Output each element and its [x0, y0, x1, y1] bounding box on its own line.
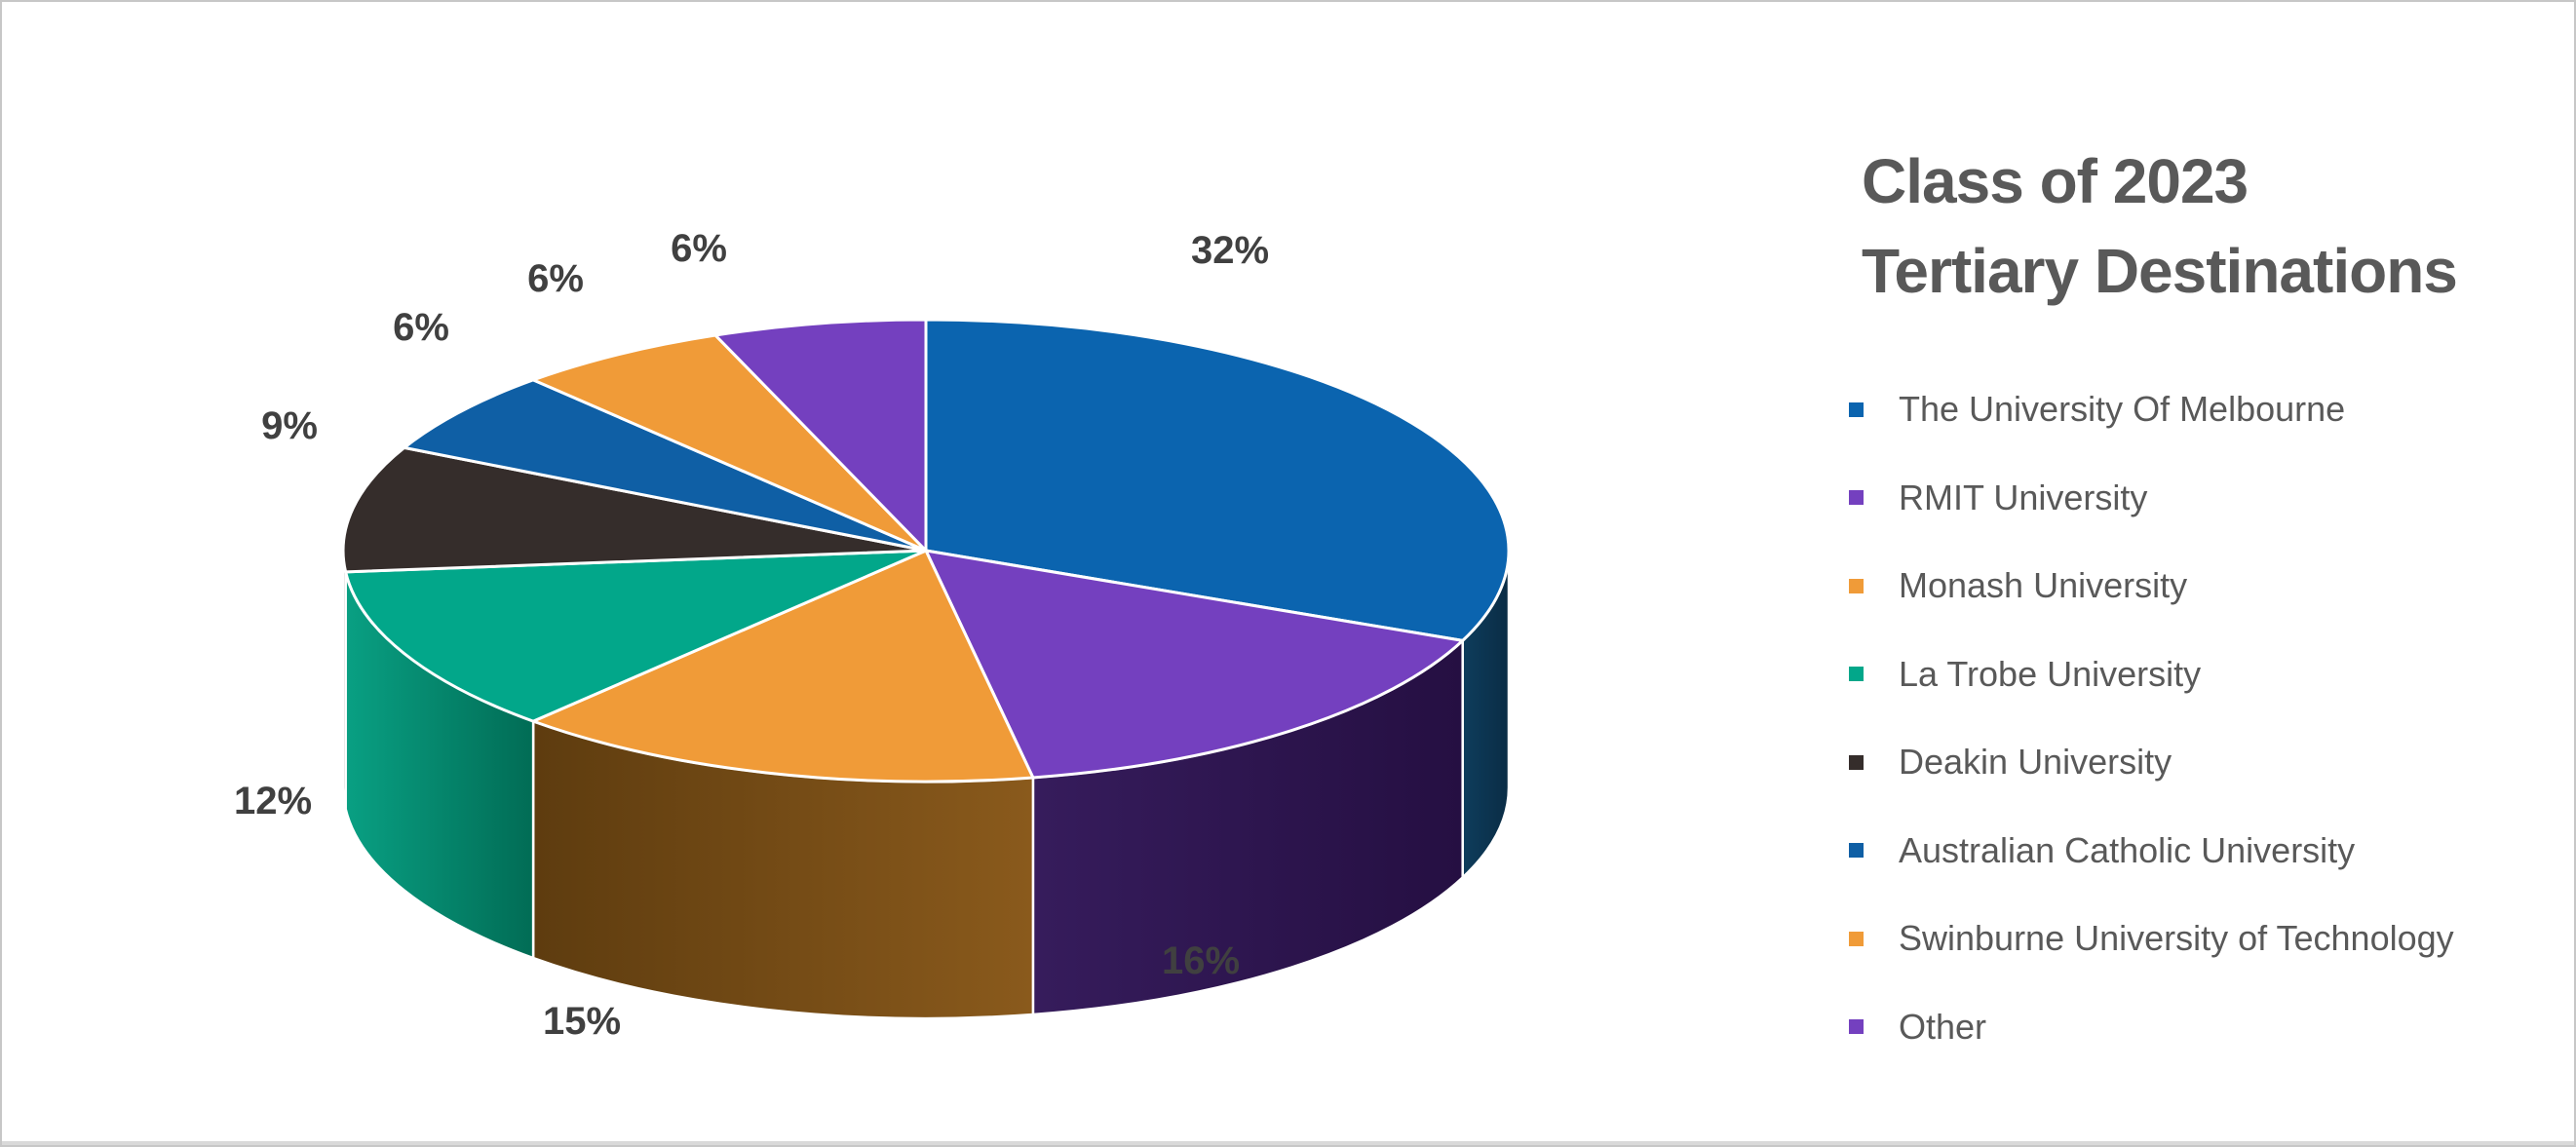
legend-label-acu: Australian Catholic University [1899, 829, 2356, 870]
data-label-6: 6% [527, 257, 584, 300]
pie-slice-5 [403, 378, 928, 553]
legend: The University Of Melbourne RMIT Univers… [1849, 365, 2454, 1071]
legend-item-latrobe: La Trobe University [1849, 631, 2454, 719]
legend-swatch-acu [1849, 843, 1864, 859]
pie-slice-6 [531, 333, 928, 553]
legend-label-monash: Monash University [1899, 565, 2188, 606]
legend-label-melbourne: The University Of Melbourne [1899, 389, 2346, 430]
data-label-1: 16% [1162, 939, 1240, 982]
pie-slice-1 [924, 549, 1465, 780]
legend-label-rmit: RMIT University [1899, 477, 2148, 517]
legend-swatch-latrobe [1849, 667, 1864, 682]
legend-item-rmit: RMIT University [1849, 454, 2454, 543]
legend-label-deakin: Deakin University [1899, 742, 2172, 783]
legend-item-deakin: Deakin University [1849, 718, 2454, 807]
legend-label-latrobe: La Trobe University [1899, 653, 2202, 694]
legend-swatch-rmit [1849, 490, 1864, 506]
data-label-0: 32% [1191, 229, 1269, 272]
legend-swatch-other [1849, 1019, 1864, 1035]
chart-title-line-2: Tertiary Destinations [1862, 236, 2458, 306]
legend-item-monash: Monash University [1849, 542, 2454, 631]
pie-slice-2 [531, 549, 1035, 784]
legend-swatch-melbourne [1849, 401, 1864, 417]
chart-title: Class of 2023 Tertiary Destinations [1862, 136, 2458, 316]
legend-label-other: Other [1899, 1006, 1987, 1047]
pie-slice-7 [713, 318, 928, 553]
legend-swatch-swinburne [1849, 931, 1864, 946]
chart-title-line-1: Class of 2023 [1862, 146, 2249, 216]
legend-swatch-deakin [1849, 754, 1864, 770]
data-label-7: 6% [671, 227, 727, 270]
legend-item-melbourne: The University Of Melbourne [1849, 365, 2454, 454]
pie-slice-4 [341, 445, 928, 574]
legend-label-swinburne: Swinburne University of Technology [1899, 918, 2454, 959]
legend-item-other: Other [1849, 983, 2454, 1072]
pie-slice-3 [344, 549, 928, 723]
pie-side-4 [341, 550, 347, 810]
data-label-4: 9% [261, 404, 318, 447]
window-bottom-edge [0, 1141, 2576, 1147]
legend-item-acu: Australian Catholic University [1849, 807, 2454, 896]
data-label-3: 12% [234, 780, 312, 822]
legend-item-swinburne: Swinburne University of Technology [1849, 895, 2454, 983]
pie-slice-0 [924, 318, 1511, 642]
data-label-2: 15% [543, 1000, 621, 1043]
legend-swatch-monash [1849, 578, 1864, 593]
data-label-5: 6% [393, 306, 449, 349]
